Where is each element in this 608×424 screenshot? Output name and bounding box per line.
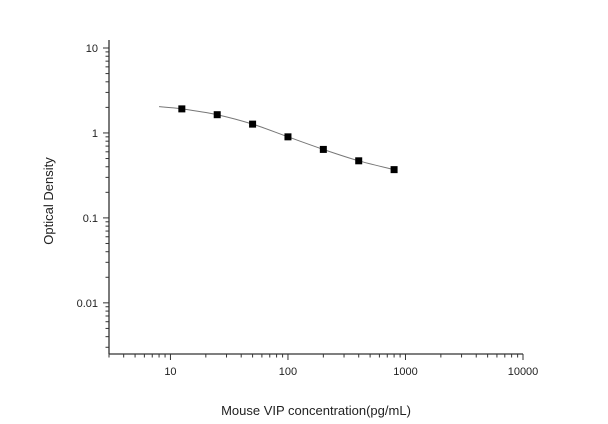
data-point [178,105,186,113]
data-point [355,157,363,165]
y-tick-label: 1 [92,128,98,140]
x-tick-label: 1000 [393,366,417,378]
y-axis-label: Optical Density [41,157,56,245]
x-tick-label: 100 [279,366,297,378]
y-tick-label: 0.1 [83,213,98,225]
data-point [284,133,292,141]
x-axis-label: Mouse VIP concentration(pg/mL) [221,403,411,418]
y-tick-label: 0.01 [77,298,98,310]
data-points [178,105,398,174]
x-tick-label: 10000 [508,366,539,378]
axes: 10 100 1000 10000 10 1 0.1 0.01 [77,40,539,378]
data-point [213,111,221,119]
y-tick-label: 10 [86,43,98,55]
data-point [390,166,398,174]
data-point [319,145,327,153]
data-point [249,120,257,128]
x-tick-label: 10 [164,366,176,378]
